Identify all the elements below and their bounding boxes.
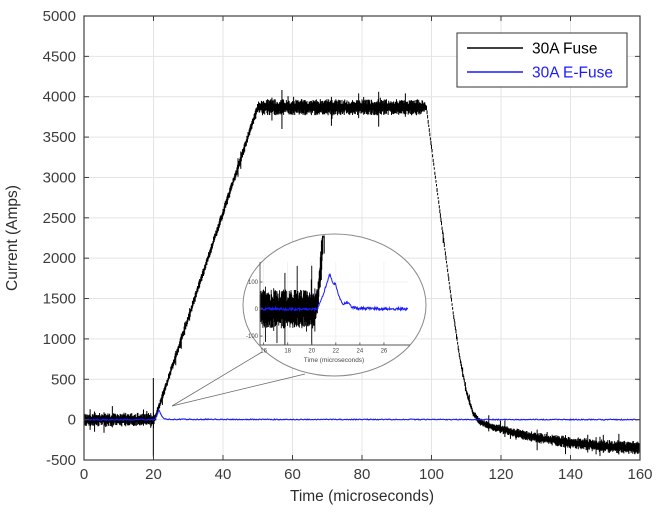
y-tick-label: 4500 xyxy=(43,48,76,65)
inset-tick-labels: 16 18 20 22 24 26 -100 0 100 xyxy=(246,280,388,354)
x-tick-label: 80 xyxy=(354,466,371,483)
y-tick-label: 500 xyxy=(51,371,76,388)
x-axis-label: Time (microseconds) xyxy=(290,488,434,505)
x-tick-label: 120 xyxy=(488,466,513,483)
y-tick-label: 2000 xyxy=(43,250,76,267)
inset-x-tick-label: 22 xyxy=(332,349,339,355)
inset-plot: 16 18 20 22 24 26 -100 0 100 Time (microseconds) xyxy=(246,235,410,364)
inset-x-axis-label: Time (microseconds) xyxy=(304,357,364,364)
y-tick-label: 1500 xyxy=(43,291,76,308)
x-tick-labels: 0 20 40 60 80 100 120 140 160 xyxy=(80,466,653,483)
legend-box xyxy=(456,32,628,88)
inset-x-tick-label: 24 xyxy=(357,349,364,355)
x-tick-label: 100 xyxy=(419,466,444,483)
series-30a-e-fuse xyxy=(83,408,640,422)
y-tick-label: 0 xyxy=(68,412,76,429)
inset-x-tick-label: 26 xyxy=(381,349,388,355)
x-tick-label: 160 xyxy=(627,466,652,483)
inset-x-tick-label: 16 xyxy=(260,349,267,355)
y-tick-label: 3000 xyxy=(43,169,76,186)
callout-lines xyxy=(171,351,306,407)
inset-traces xyxy=(259,235,409,346)
inset-y-tick-label: 100 xyxy=(248,280,259,286)
x-tick-label: 60 xyxy=(284,466,301,483)
x-tick-label: 140 xyxy=(558,466,583,483)
inset-series-30a-e-fuse xyxy=(259,273,409,313)
y-tick-label: 1000 xyxy=(43,331,76,348)
callout-line xyxy=(171,351,263,407)
grid-lines xyxy=(84,16,640,460)
inset-ellipse xyxy=(242,233,427,377)
inset-x-tick-label: 18 xyxy=(284,349,291,355)
x-tick-label: 0 xyxy=(80,466,88,483)
y-tick-label: 5000 xyxy=(43,8,76,25)
legend: 30A Fuse 30A E-Fuse xyxy=(456,32,628,88)
y-tick-labels: -500 0 500 1000 1500 2000 2500 3000 3500 4000 4500… xyxy=(43,8,76,469)
y-tick-label: -500 xyxy=(46,452,76,469)
inset-x-tick-label: 20 xyxy=(308,349,315,355)
y-tick-label: 2500 xyxy=(43,210,76,227)
callout-line xyxy=(171,373,306,407)
x-tick-label: 40 xyxy=(215,466,232,483)
inset-y-tick-label: -100 xyxy=(246,334,259,340)
legend-label: 30A Fuse xyxy=(532,41,598,58)
y-axis-label: Current (Amps) xyxy=(4,185,21,291)
tick-marks xyxy=(83,15,641,461)
inset-y-tick-label: 0 xyxy=(255,307,259,313)
inset-axes xyxy=(259,262,410,346)
x-tick-label: 20 xyxy=(145,466,162,483)
legend-label: 30A E-Fuse xyxy=(532,65,613,82)
y-tick-label: 4000 xyxy=(43,89,76,106)
y-tick-label: 3500 xyxy=(43,129,76,146)
